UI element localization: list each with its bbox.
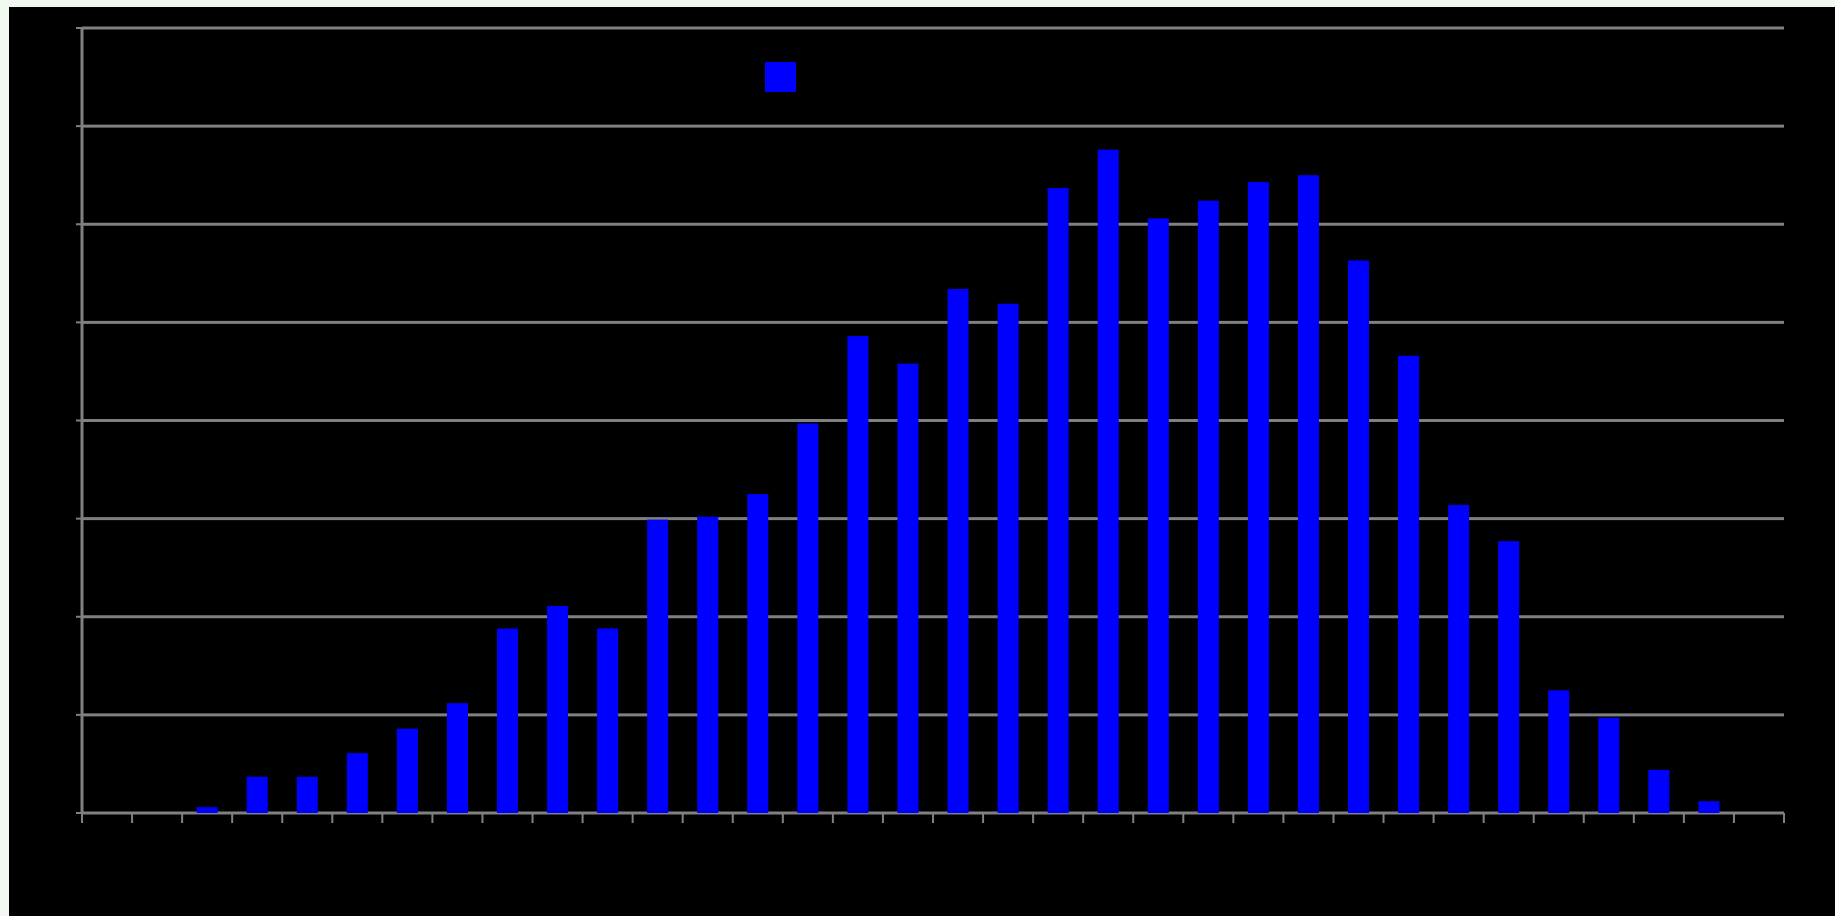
bar bbox=[1448, 504, 1470, 813]
bar bbox=[897, 363, 919, 813]
bar bbox=[997, 303, 1019, 813]
bar bbox=[246, 776, 268, 813]
bar bbox=[1498, 541, 1520, 813]
bar bbox=[446, 703, 468, 813]
bar bbox=[1247, 182, 1269, 813]
bar bbox=[597, 628, 619, 813]
bar bbox=[1047, 187, 1069, 814]
bar bbox=[1147, 218, 1169, 814]
bar bbox=[847, 336, 869, 813]
bar bbox=[496, 628, 519, 813]
bar bbox=[1698, 801, 1720, 813]
bar bbox=[947, 289, 969, 813]
bar bbox=[1197, 200, 1219, 813]
chart-background bbox=[9, 7, 1835, 916]
bar bbox=[296, 776, 318, 813]
bar bbox=[697, 516, 719, 813]
bar bbox=[1097, 149, 1119, 814]
bar bbox=[196, 807, 218, 813]
bar bbox=[346, 753, 368, 813]
bar bbox=[1648, 769, 1670, 813]
bar bbox=[797, 423, 819, 813]
bar bbox=[1347, 260, 1370, 813]
bar bbox=[1398, 355, 1420, 813]
bar bbox=[1548, 690, 1570, 813]
legend-swatch bbox=[765, 62, 796, 92]
bar bbox=[396, 728, 418, 813]
bar bbox=[547, 605, 569, 813]
bar bbox=[647, 519, 669, 813]
bar bbox=[747, 494, 769, 813]
bar bbox=[1598, 717, 1620, 813]
bar bbox=[1297, 175, 1319, 813]
